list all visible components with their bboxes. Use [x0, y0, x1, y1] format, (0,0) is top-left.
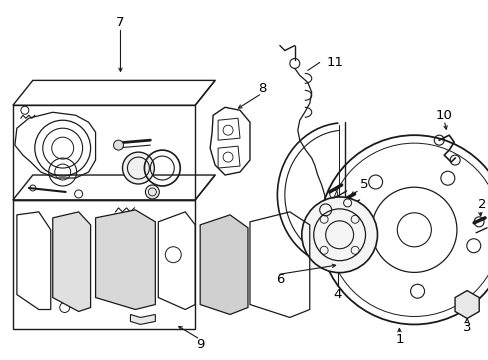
Circle shape — [301, 197, 377, 273]
Text: 9: 9 — [196, 338, 204, 351]
Circle shape — [122, 152, 154, 184]
Circle shape — [113, 140, 123, 150]
Text: 7: 7 — [116, 16, 124, 29]
Text: 4: 4 — [333, 288, 341, 301]
Polygon shape — [53, 212, 90, 311]
Polygon shape — [454, 291, 478, 319]
Polygon shape — [95, 210, 155, 310]
Text: 8: 8 — [257, 82, 265, 95]
Text: 10: 10 — [435, 109, 452, 122]
Text: 1: 1 — [394, 333, 403, 346]
Polygon shape — [130, 315, 155, 324]
Text: 2: 2 — [477, 198, 486, 211]
Text: 5: 5 — [360, 179, 368, 192]
Text: 11: 11 — [325, 56, 343, 69]
Text: 6: 6 — [275, 273, 284, 286]
Text: 3: 3 — [462, 321, 470, 334]
Circle shape — [145, 185, 159, 199]
Polygon shape — [200, 215, 247, 315]
